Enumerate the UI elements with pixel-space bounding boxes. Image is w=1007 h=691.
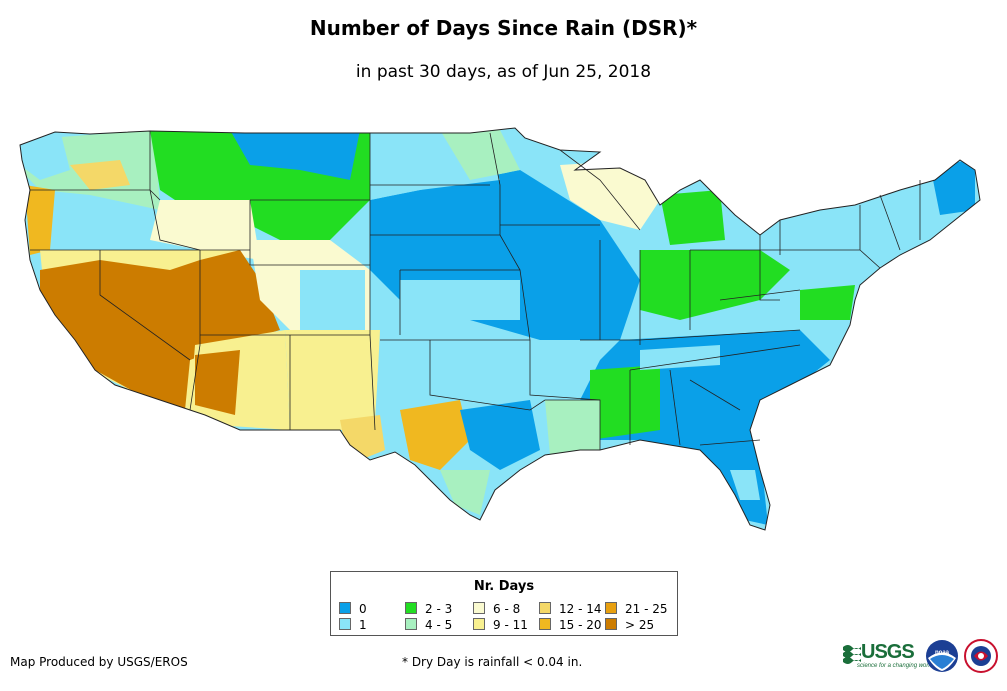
map-title: Number of Days Since Rain (DSR)* bbox=[309, 16, 698, 40]
legend-item: 4 - 5 bbox=[405, 618, 452, 632]
legend-item: 6 - 8 bbox=[473, 602, 520, 616]
legend-item: 9 - 11 bbox=[473, 618, 528, 632]
usgs-tagline: science for a changing world bbox=[857, 663, 934, 669]
legend-label: 2 - 3 bbox=[425, 602, 453, 616]
region-alabama-mississippi bbox=[590, 365, 660, 440]
map-subtitle: in past 30 days, as of Jun 25, 2018 bbox=[355, 62, 652, 82]
region-central-texas-dry bbox=[400, 400, 470, 470]
legend-label: 1 bbox=[359, 618, 367, 632]
region-minnesota-north bbox=[440, 130, 520, 180]
legend-label: 0 bbox=[359, 602, 367, 616]
region-east-texas-wet bbox=[460, 400, 540, 470]
footnote-text: * Dry Day is rainfall < 0.04 in. bbox=[402, 655, 583, 669]
usgs-wordmark: USGS bbox=[861, 641, 915, 663]
region-louisiana bbox=[545, 400, 600, 455]
region-idaho-dry bbox=[150, 200, 260, 260]
region-kansas bbox=[400, 280, 520, 320]
legend-label: 21 - 25 bbox=[625, 602, 668, 616]
legend-swatch bbox=[605, 602, 617, 614]
legend-label: 4 - 5 bbox=[425, 618, 453, 632]
state-boundaries bbox=[19, 127, 981, 531]
nws-logo bbox=[964, 639, 998, 673]
region-mid-atlantic bbox=[800, 285, 855, 320]
region-michigan bbox=[660, 190, 725, 245]
region-southern-arizona bbox=[195, 350, 240, 415]
region-south-texas bbox=[440, 470, 490, 515]
svg-text:noaa: noaa bbox=[935, 650, 950, 656]
region-montana-wet bbox=[230, 130, 360, 180]
legend-swatch bbox=[539, 618, 551, 630]
legend-label: 6 - 8 bbox=[493, 602, 521, 616]
legend-swatch bbox=[473, 618, 485, 630]
region-central-florida bbox=[730, 470, 760, 500]
legend-label: 15 - 20 bbox=[559, 618, 602, 632]
legend-item: 2 - 3 bbox=[405, 602, 452, 616]
legend-item: > 25 bbox=[605, 618, 654, 632]
region-oregon-dry bbox=[70, 160, 130, 190]
usgs-logo: USGS science for a changing world bbox=[843, 641, 933, 675]
legend-item: 15 - 20 bbox=[539, 618, 602, 632]
region-washington-coast bbox=[20, 130, 70, 180]
legend-item: 0 bbox=[339, 602, 367, 616]
region-new-mexico bbox=[285, 330, 380, 430]
legend-item: 12 - 14 bbox=[539, 602, 602, 616]
region-wisconsin-dry bbox=[560, 160, 660, 230]
legend-swatch bbox=[339, 618, 351, 630]
usgs-wave-icon bbox=[843, 645, 861, 664]
region-northeast bbox=[775, 165, 980, 275]
noaa-logo: noaa bbox=[926, 640, 958, 672]
legend: Nr. Days 0 1 2 - 3 4 - 5 6 - 8 9 - 11 12… bbox=[330, 571, 678, 636]
legend-swatch bbox=[405, 618, 417, 630]
legend-swatch bbox=[405, 602, 417, 614]
legend-swatch bbox=[339, 602, 351, 614]
region-nw-california-dry bbox=[25, 185, 55, 255]
legend-item: 21 - 25 bbox=[605, 602, 668, 616]
region-tennessee bbox=[640, 345, 720, 370]
legend-swatch bbox=[473, 602, 485, 614]
legend-title: Nr. Days bbox=[473, 579, 535, 594]
legend-label: 12 - 14 bbox=[559, 602, 602, 616]
region-colorado-wet bbox=[300, 270, 365, 330]
legend-label: > 25 bbox=[625, 618, 655, 632]
legend-swatch bbox=[539, 602, 551, 614]
legend-label: 9 - 11 bbox=[493, 618, 528, 632]
region-ohio-valley bbox=[640, 250, 790, 320]
legend-item: 1 bbox=[339, 618, 367, 632]
legend-swatch bbox=[605, 618, 617, 630]
credit-text: Map Produced by USGS/EROS bbox=[10, 655, 188, 669]
